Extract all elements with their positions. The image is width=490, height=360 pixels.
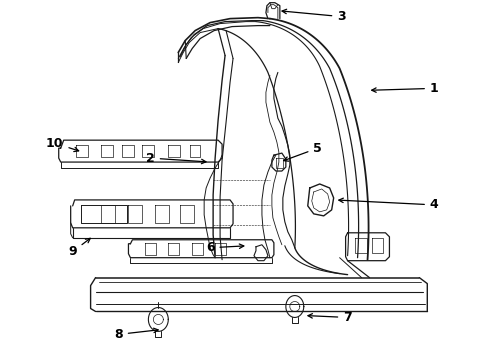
Text: 10: 10 <box>46 137 79 152</box>
Text: 8: 8 <box>114 328 158 341</box>
Text: 5: 5 <box>284 141 322 161</box>
Text: 1: 1 <box>372 82 439 95</box>
Text: 3: 3 <box>282 9 346 23</box>
Text: 6: 6 <box>206 241 244 254</box>
Text: 7: 7 <box>308 311 352 324</box>
Text: 4: 4 <box>339 198 439 211</box>
Text: 2: 2 <box>146 152 206 165</box>
Text: 9: 9 <box>68 238 90 258</box>
